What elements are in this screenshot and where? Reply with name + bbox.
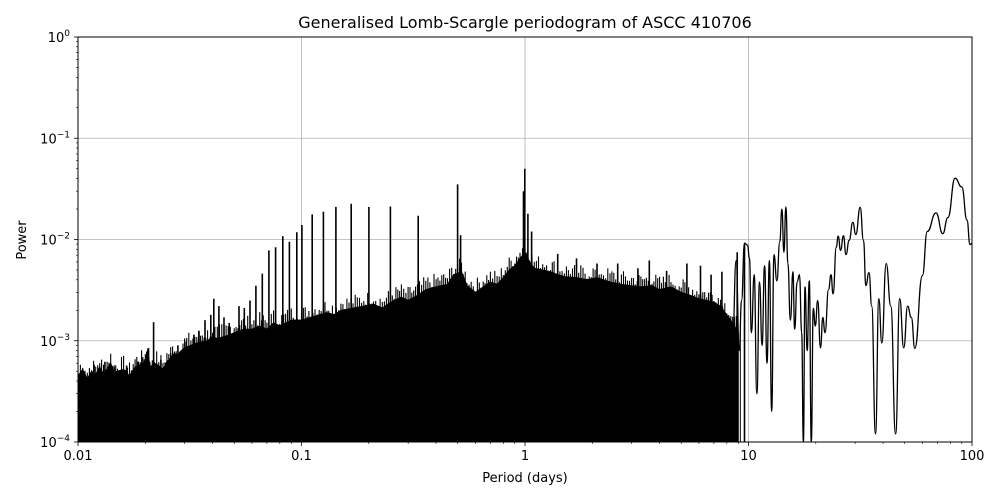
periodogram-series xyxy=(78,168,972,442)
y-axis-label: Power xyxy=(15,220,30,260)
x-tick-label: 1 xyxy=(521,449,529,464)
y-tick-label: 100 xyxy=(48,29,71,46)
dense-oscillation-texture xyxy=(78,247,737,442)
y-tick-label: 10−4 xyxy=(40,434,70,451)
x-tick-label: 0.01 xyxy=(64,449,93,464)
x-axis-label: Period (days) xyxy=(482,471,568,486)
chart-title: Generalised Lomb-Scargle periodogram of … xyxy=(298,13,752,32)
x-tick-label: 100 xyxy=(960,449,985,464)
periodogram-spikes xyxy=(81,168,746,442)
x-tick-label: 0.1 xyxy=(291,449,312,464)
resolved-periodogram-curve xyxy=(728,177,972,442)
y-tick-label: 10−3 xyxy=(40,333,70,350)
y-tick-label: 10−2 xyxy=(40,232,70,249)
axis-ticks: 0.01 0.1 1 10 100 100 10−1 10−2 10−3 10−4 xyxy=(40,29,984,464)
x-tick-label: 10 xyxy=(740,449,757,464)
y-tick-label: 10−1 xyxy=(40,130,70,147)
